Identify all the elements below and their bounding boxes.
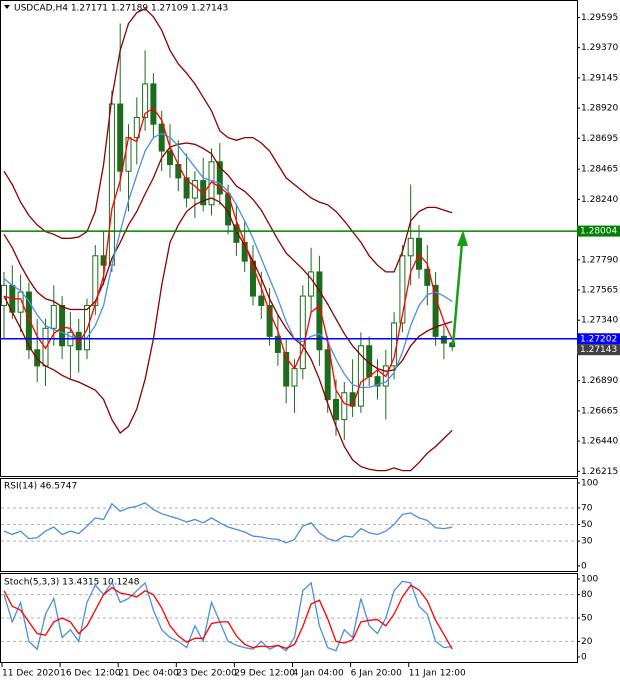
indicator-line	[3, 107, 453, 408]
candle-body	[75, 331, 82, 351]
candle-body	[142, 83, 149, 118]
x-tick-label: 29 Dec 12:00	[234, 669, 295, 679]
candle-body	[50, 304, 57, 329]
candle-body	[233, 224, 240, 243]
x-tick-label: 11 Jan 12:00	[409, 669, 466, 679]
y-tick-label: 1.27340	[581, 316, 618, 326]
x-tick-label: 4 Jan 04:00	[293, 669, 345, 679]
y-tick-label: 30	[581, 537, 593, 547]
y-tick-label: 1.28465	[581, 165, 618, 175]
title-arrow-icon	[4, 5, 10, 9]
candle-body	[108, 103, 115, 266]
x-tick-label: 11 Dec 2020	[2, 669, 60, 679]
candle-body	[324, 349, 331, 400]
y-tick-label: 50	[581, 614, 593, 624]
main-panel-frame	[0, 0, 578, 477]
candle-body	[399, 255, 406, 324]
candle-body	[17, 291, 24, 313]
candle-body	[440, 335, 447, 344]
candle-body	[258, 295, 265, 306]
y-tick-label: 100	[581, 575, 598, 585]
candle-body	[266, 304, 273, 337]
candle-body	[333, 398, 339, 421]
y-tick-label: 1.28920	[581, 104, 618, 114]
candle-body	[191, 180, 198, 199]
candle-body	[283, 351, 290, 387]
candle-body	[167, 150, 173, 165]
y-tick-label: 1.29145	[581, 73, 618, 83]
y-tick-label: 1.27565	[581, 286, 618, 296]
y-tick-label: 1.26440	[581, 437, 618, 447]
indicator-line	[3, 7, 453, 273]
last-price-label-bg	[577, 344, 620, 356]
y-tick-label: 1.27790	[581, 255, 618, 265]
candle-body	[391, 322, 398, 367]
y-tick-label: 80	[581, 590, 593, 600]
candle-body	[59, 304, 66, 347]
y-tick-label: 1.26665	[581, 406, 618, 416]
level-label: 1.28004	[580, 227, 617, 237]
candle-body	[291, 368, 298, 387]
level-label-bg	[577, 225, 620, 237]
indicator-line	[3, 197, 453, 472]
level-label-bg	[577, 333, 620, 345]
forecast-arrow	[451, 242, 464, 346]
main-title: USDCAD,H4 1.27171 1.27189 1.27109 1.2714…	[14, 4, 228, 14]
level-label: 1.27202	[580, 334, 617, 344]
candle-body	[357, 345, 364, 407]
indicator-line	[3, 502, 453, 544]
candle-body	[274, 335, 281, 353]
candle-body	[34, 349, 41, 367]
y-tick-label: 20	[581, 637, 593, 647]
rsi-title: RSI(14) 46.5747	[4, 482, 77, 492]
y-tick-label: 1.29595	[581, 13, 618, 23]
candle-body	[216, 161, 223, 195]
stoch-title: Stoch(5,3,3) 13.4315 10.1248	[4, 578, 140, 588]
y-tick-label: 100	[581, 479, 598, 489]
candle-body	[432, 284, 439, 337]
y-tick-label: 1.29370	[581, 43, 618, 53]
y-tick-label: 1.28240	[581, 195, 618, 205]
plot-layer: 1.29595 1.29370 1.29145 1.28920 1.28695 1.284…	[1, 7, 620, 679]
y-tick-label: 0	[581, 653, 587, 663]
candle-body	[183, 177, 190, 199]
candle-body	[341, 392, 348, 421]
candle-body	[316, 271, 323, 351]
indicator-line	[3, 580, 453, 652]
x-tick-label: 23 Dec 20:00	[176, 669, 237, 679]
candle-body	[299, 295, 306, 370]
indicator-line	[3, 584, 453, 650]
candle-body	[424, 268, 431, 286]
candle-body	[308, 271, 315, 297]
candle-body	[374, 376, 381, 387]
candle-body	[117, 103, 124, 172]
last-price-label: 1.27143	[580, 345, 617, 355]
candle-body	[158, 123, 165, 152]
y-tick-label: 1.28695	[581, 134, 618, 144]
candle-body	[133, 116, 140, 139]
y-tick-label: 1.26890	[581, 376, 618, 386]
candle-body	[25, 291, 32, 351]
indicator-line	[3, 142, 453, 372]
y-tick-label: 0	[581, 562, 587, 572]
x-tick-label: 16 Dec 12:00	[60, 669, 121, 679]
candle-body	[125, 137, 132, 172]
forecast-arrow-head	[457, 230, 468, 246]
y-tick-label: 70	[581, 503, 593, 513]
y-tick-label: 1.26215	[581, 467, 618, 477]
x-tick-label: 6 Jan 20:00	[351, 669, 403, 679]
candle-body	[407, 237, 414, 257]
y-tick-label: 50	[581, 520, 593, 530]
candle-body	[200, 180, 207, 206]
x-tick-label: 21 Dec 04:00	[118, 669, 179, 679]
candle-body	[150, 83, 157, 125]
candle-body	[1, 284, 7, 306]
